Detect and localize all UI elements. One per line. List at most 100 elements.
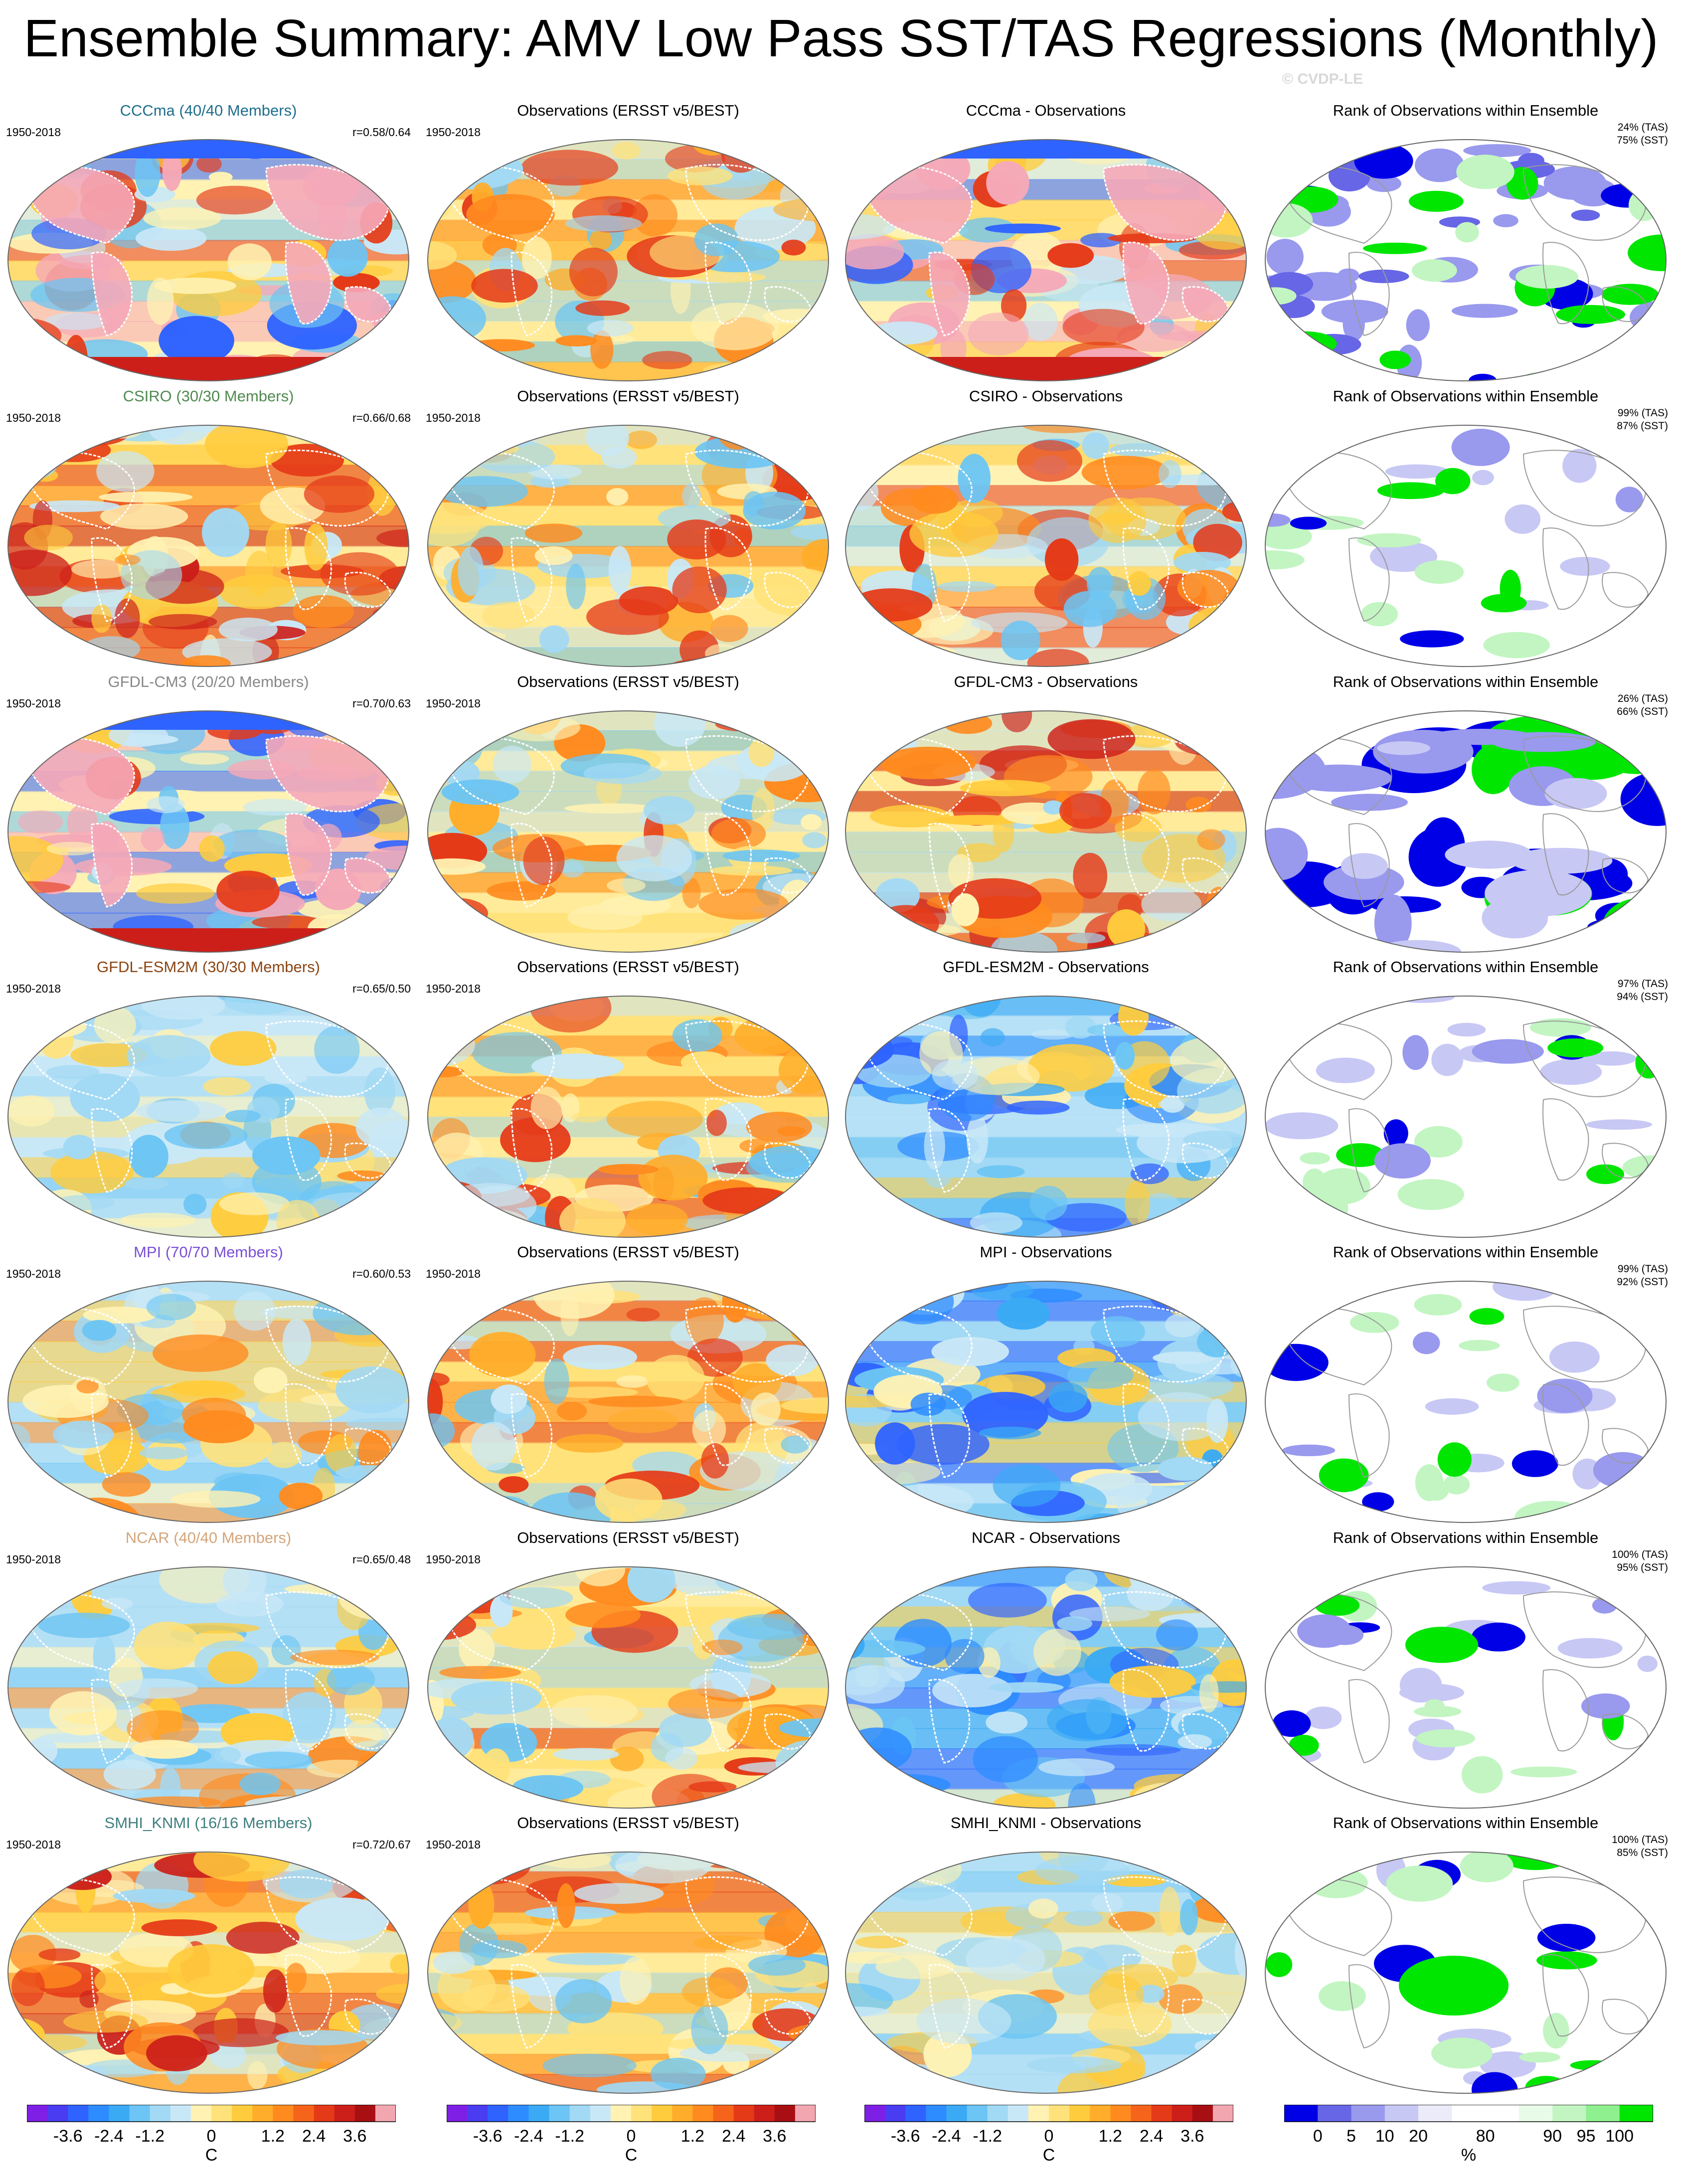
field-patch: [312, 1281, 409, 1302]
colorbar-tick-label: 3.6: [1180, 2127, 1204, 2146]
coastline: [862, 166, 973, 244]
field-patch: [451, 1183, 530, 1207]
field-patch: [356, 1753, 381, 1793]
coastline: [445, 1593, 555, 1672]
field-patch: [1087, 567, 1113, 600]
field-patch: [1027, 649, 1089, 667]
field-patch: [227, 243, 272, 280]
field-patch: [1170, 1783, 1243, 1808]
field-patch: [909, 510, 999, 557]
pattern-correlation: r=0.66/0.68: [352, 411, 411, 424]
pattern-correlation: r=0.60/0.53: [352, 1267, 411, 1280]
field-patch: [546, 1953, 640, 1965]
rank-patch: [1549, 1342, 1600, 1373]
field-patch: [802, 832, 827, 848]
map-obs: [427, 710, 829, 953]
colorbar-swatch: [1172, 2105, 1193, 2122]
field-patch: [365, 145, 409, 193]
rank-patch: [1544, 778, 1607, 810]
field-patch: [254, 1367, 288, 1393]
field-patch: [347, 1765, 409, 1795]
field-patch: [685, 1297, 724, 1345]
field-patch: [181, 655, 231, 667]
field-patch: [534, 546, 573, 565]
field-patch: [101, 1597, 133, 1610]
coastline: [285, 1669, 332, 1752]
field-patch: [555, 335, 597, 346]
field-patch: [320, 552, 399, 596]
land-saturated: [92, 252, 132, 336]
colorbar-swatch: [795, 2105, 816, 2122]
field-patch: [428, 923, 473, 943]
rank-patch: [1601, 345, 1655, 360]
field-patch: [574, 1883, 664, 1904]
colorbar-tick-label: 0: [1313, 2127, 1323, 2146]
map-model: [7, 139, 409, 381]
field-patch: [968, 1583, 1047, 1618]
rank-patch: [1265, 1112, 1339, 1140]
rank-patch: [1265, 2048, 1293, 2068]
field-patch: [868, 1852, 897, 1876]
field-patch: [493, 745, 531, 784]
polar-band: [8, 140, 409, 159]
field-patch: [325, 1434, 357, 1473]
rank-patch: [1399, 1956, 1509, 2016]
coastline: [265, 1305, 389, 1383]
map-border: [845, 139, 1247, 381]
rank-patch: [1459, 1340, 1500, 1351]
map-rank: [1265, 1281, 1667, 1523]
map-panel-obs-mpi: Observations (ERSST v5/BEST) 1950-2018: [420, 1241, 837, 1525]
map-model: [7, 710, 409, 953]
field-patch: [911, 486, 959, 514]
panel-title: SMHI_KNMI - Observations: [950, 1814, 1142, 1832]
field-patch: [530, 996, 612, 1033]
field-patch: [202, 508, 249, 557]
colorbar-tick-label: 5: [1346, 2127, 1356, 2146]
field-patch: [531, 1053, 624, 1079]
field-patch: [845, 234, 904, 270]
field-patch: [775, 434, 814, 465]
colorbar-swatch: [1110, 2105, 1131, 2122]
rank-patch: [1338, 711, 1399, 718]
map-border: [427, 1851, 829, 2094]
rank-patch: [1324, 864, 1404, 900]
map-border: [845, 710, 1247, 953]
field-patch: [872, 905, 939, 943]
field-patch: [1125, 1180, 1151, 1226]
rank-patch: [1399, 1683, 1465, 1702]
map-panel-model-gfdl-esm2m: GFDL-ESM2M (30/30 Members) 1950-2018 r=0.6…: [0, 956, 417, 1240]
field-patch: [372, 608, 396, 621]
field-patch: [285, 1963, 307, 1993]
field-patch: [1183, 337, 1246, 371]
field-patch: [429, 1865, 470, 1889]
field-patch: [141, 827, 165, 851]
field-patch: [682, 877, 701, 908]
field-patch: [170, 1491, 261, 1508]
field-patch: [530, 1087, 563, 1130]
rank-patch: [1601, 183, 1653, 208]
colorbar-swatch: [273, 2105, 294, 2122]
coastline: [1283, 1878, 1392, 1957]
colorbar-tick-label: 100: [1605, 2127, 1634, 2146]
land-saturated: [266, 736, 389, 812]
field-patch: [722, 1281, 749, 1323]
colorbar-swatch: [508, 2105, 529, 2122]
field-patch: [428, 1439, 440, 1465]
colorbar-swatch: [252, 2105, 273, 2122]
field-patch: [428, 300, 440, 323]
field-patch: [8, 425, 87, 457]
period-label: 1950-2018: [6, 1838, 61, 1851]
field-patch: [252, 915, 326, 929]
colorbar-swatch: [1008, 2105, 1029, 2122]
field-patch: [810, 2063, 829, 2093]
polar-band: [845, 140, 1246, 159]
rank-patch: [1505, 504, 1541, 534]
rank-patch: [1412, 1332, 1440, 1354]
rank-patch: [1423, 1479, 1449, 1501]
field-patch: [1108, 1911, 1156, 1931]
colorbar-swatch: [1028, 2105, 1049, 2122]
field-patch: [979, 1426, 1041, 1440]
rank-patch: [1570, 2060, 1616, 2070]
rank-patch: [1424, 1699, 1445, 1713]
field-patch: [134, 1621, 201, 1670]
